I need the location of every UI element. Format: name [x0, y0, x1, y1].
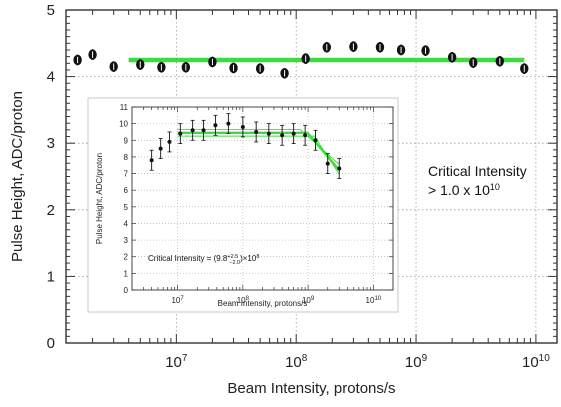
inset-y-axis-title: Pulse Height, ADC/proton	[95, 153, 104, 244]
inset-marker	[167, 139, 172, 144]
main-x-axis-title: Beam Intensity, protons/s	[227, 380, 395, 397]
main-y-tick-label: 1	[47, 268, 55, 285]
inset-y-tick-label: 3	[124, 236, 129, 245]
main-data-point	[447, 51, 457, 63]
inset-data-point	[226, 113, 231, 135]
inset-data-point	[337, 158, 342, 179]
main-data-point	[520, 63, 529, 74]
main-y-tick-label: 0	[47, 335, 55, 352]
main-data-point	[280, 67, 289, 79]
main-data-point	[157, 61, 166, 73]
main-data-point	[73, 54, 82, 66]
inset-x-tick-label: 108	[237, 296, 250, 305]
inset-fit-line	[306, 132, 341, 171]
inset-data-point	[303, 124, 308, 146]
main-data-point	[181, 61, 191, 73]
inset-marker	[201, 128, 206, 133]
main-plot-frame	[65, 9, 558, 344]
inset-y-tick-label: 0	[124, 286, 129, 295]
inset-y-tick-label: 9	[124, 136, 129, 145]
main-y-tick-label: 4	[47, 69, 55, 86]
main-data-point	[301, 53, 310, 64]
inset-data-point	[240, 116, 245, 138]
inset-marker	[190, 128, 195, 133]
critical-intensity-label: Critical Intensity	[428, 163, 527, 179]
inset-y-tick-label: 2	[124, 253, 129, 262]
inset-marker	[325, 161, 330, 166]
inset-marker	[158, 146, 163, 151]
inset-marker	[303, 133, 308, 138]
main-data-point	[88, 49, 97, 60]
inset-marker	[266, 131, 271, 136]
main-data-point	[421, 45, 430, 56]
inset-y-tick-label: 4	[124, 219, 129, 228]
inset-figure: 0 1 2 3 4 5 6 7 8 9 10 11 107 108 109 1010 Beam Intensit…	[87, 97, 399, 313]
main-x-tick-label: 107	[165, 353, 188, 371]
inset-y-tick-label: 5	[124, 203, 129, 212]
inset-data-point	[325, 153, 330, 174]
main-y-tick-label: 5	[47, 2, 55, 19]
critical-intensity-value: > 1.0 x 1010	[428, 182, 500, 198]
inset-x-tick-label: 107	[171, 296, 184, 305]
main-data-point	[469, 57, 478, 68]
main-data-point	[136, 59, 145, 70]
main-y-tick-label: 2	[47, 202, 55, 219]
inset-data-point	[167, 131, 172, 153]
inset-y-tick-label: 7	[124, 170, 129, 179]
inset-marker	[213, 123, 218, 128]
inset-data-point	[213, 114, 218, 136]
inset-marker	[149, 158, 154, 163]
main-x-tick-label: 109	[405, 353, 428, 371]
inset-x-tick-label: 1010	[366, 296, 382, 305]
inset-data-point	[266, 123, 271, 145]
main-y-axis-title: Pulse Height, ADC/proton	[9, 91, 26, 262]
main-data-point	[375, 41, 385, 53]
inset-marker	[337, 166, 342, 171]
inset-y-tick-label: 6	[124, 186, 129, 195]
inset-y-tick-label: 11	[120, 103, 129, 112]
main-data-point	[349, 41, 358, 52]
inset-x-axis-title: Beam Intensity, protons/s	[218, 299, 308, 308]
main-data-point	[229, 62, 238, 74]
inset-data-point	[201, 119, 206, 141]
inset-marker	[280, 133, 285, 138]
inset-marker	[291, 131, 296, 136]
main-data-point	[396, 44, 406, 56]
inset-data-point	[190, 119, 195, 141]
inset-data-point	[149, 149, 154, 171]
inset-data-point	[280, 124, 285, 146]
inset-data-point	[291, 123, 296, 145]
inset-marker	[240, 124, 245, 129]
main-data-point	[322, 41, 331, 53]
inset-critical-intensity-label: Critical Intensity = (9.8+2.5 −2.0)×108	[148, 254, 259, 266]
main-data-point	[208, 56, 217, 68]
inset-marker	[313, 138, 318, 143]
main-x-tick-label: 108	[285, 353, 308, 371]
main-data-point	[109, 61, 118, 72]
inset-y-tick-label: 8	[124, 153, 129, 162]
inset-marker	[178, 131, 183, 136]
inset-data-point	[158, 138, 163, 159]
inset-marker	[226, 121, 231, 126]
inset-data-point	[313, 129, 318, 151]
inset-marker	[254, 129, 259, 134]
inset-data-point	[178, 123, 183, 145]
inset-data-point	[254, 121, 259, 143]
inset-y-tick-label: 1	[124, 269, 129, 278]
main-data-point	[495, 55, 505, 67]
main-x-tick-label: 1010	[522, 353, 550, 371]
inset-y-tick-label: 10	[119, 120, 128, 129]
main-data-point	[255, 63, 265, 74]
inset-x-tick-label: 109	[302, 296, 315, 305]
main-y-tick-label: 3	[47, 135, 55, 152]
inset-plot-frame	[131, 106, 394, 291]
